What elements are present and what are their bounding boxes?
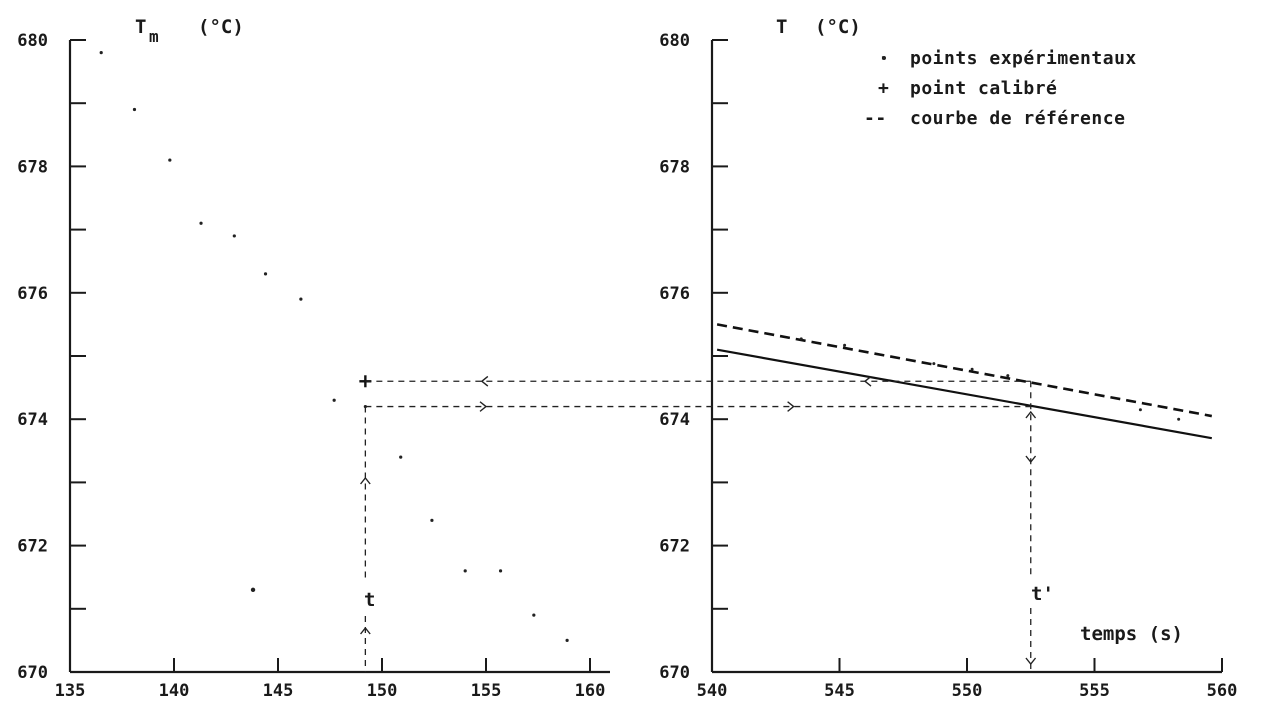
x-tick-label-0-1: 140 <box>159 681 190 699</box>
right-vertical-arrow-down-2 <box>1025 657 1037 666</box>
series-line-solid <box>716 348 1212 440</box>
series-line-dashed <box>716 323 1213 418</box>
y-tick-label-1-5: 680 <box>659 31 690 51</box>
y-tick-label-1-1: 672 <box>659 537 690 557</box>
legend-label-points: points expérimentaux <box>910 48 1137 69</box>
y-tick-label-0-2: 674 <box>17 410 48 430</box>
data-point-left-0-13 <box>532 613 536 617</box>
left-vertical-arrow-2 <box>360 626 371 635</box>
legend-dot-marker <box>882 56 886 60</box>
data-point-right-3 <box>970 367 974 371</box>
y-tick-label-1-3: 676 <box>659 284 690 304</box>
left-marker-label: t <box>364 589 375 611</box>
data-point-right-6 <box>1177 417 1181 421</box>
x-tick-label-1-0: 540 <box>697 681 728 699</box>
data-point-left-0-5 <box>263 272 268 276</box>
data-point-left-0-12 <box>498 569 503 573</box>
data-point-left-0-10 <box>430 518 434 522</box>
y-tick-label-1-2: 674 <box>659 410 690 430</box>
data-point-right-2 <box>932 362 936 366</box>
x-tick-label-0-5: 160 <box>575 681 606 699</box>
left-panel: T m (°C) t <box>68 16 610 674</box>
x-tick-label-1-2: 550 <box>952 681 983 699</box>
data-point-left-0-0 <box>99 51 103 55</box>
right-ylabel: T <box>776 16 787 38</box>
left-ylabel-unit: (°C) <box>198 16 244 38</box>
arrow-head-upper-2 <box>863 375 872 387</box>
left-ylabel-sub: m <box>149 27 159 46</box>
x-tick-label-1-3: 555 <box>1079 681 1110 699</box>
data-point-left-0-1 <box>132 107 137 112</box>
data-point-left-0-7 <box>332 398 336 402</box>
data-point-left-0-6 <box>299 297 303 301</box>
data-point-right-5 <box>1138 408 1142 412</box>
data-point-left-0-14 <box>565 638 569 643</box>
chart-marks: 670 672 674 676 678 680 135 140 145 150 155 160 670 6… <box>17 31 1238 701</box>
x-tick-label-0-2: 145 <box>263 681 294 699</box>
data-point-right-1 <box>843 343 847 347</box>
x-tick-label-1-4: 560 <box>1207 681 1238 699</box>
arrow-head-lower-2 <box>787 401 795 412</box>
x-tick-label-0-0: 135 <box>55 681 86 699</box>
x-tick-label-1-1: 545 <box>824 681 855 699</box>
y-tick-label-0-5: 680 <box>17 31 48 51</box>
data-point-left-0-2 <box>168 158 172 162</box>
y-tick-label-0-4: 678 <box>17 157 48 177</box>
right-ylabel-unit: (°C) <box>815 16 861 38</box>
data-point-left-0-3 <box>199 221 203 225</box>
arrow-head-lower-1 <box>479 401 488 412</box>
y-tick-label-0-1: 672 <box>17 537 48 557</box>
y-tick-label-0-3: 676 <box>17 284 48 304</box>
right-vertical-arrow-up <box>1025 410 1037 419</box>
arrow-head-upper-1 <box>480 375 489 387</box>
left-ylabel: T <box>135 16 146 38</box>
legend-label-calibrated: point calibré <box>910 78 1057 99</box>
right-marker-label: t' <box>1031 583 1054 605</box>
legend-symbol-reference: -- <box>864 108 887 129</box>
legend: · points expérimentaux + point calibré -… <box>864 48 1137 129</box>
legend-symbol-calibrated: + <box>878 78 889 99</box>
x-tick-label-0-3: 150 <box>367 681 398 699</box>
x-tick-label-0-4: 155 <box>471 681 502 699</box>
data-point-left-0-4 <box>232 234 236 238</box>
data-point-left-1-0 <box>250 587 256 593</box>
left-vertical-arrow-1 <box>360 476 371 485</box>
data-point-right-4 <box>1006 374 1010 378</box>
y-tick-label-1-4: 678 <box>659 157 690 177</box>
data-point-left-0-11 <box>463 569 467 573</box>
data-point-right-0 <box>799 337 803 341</box>
y-tick-label-0-0: 670 <box>17 663 48 683</box>
legend-label-reference: courbe de référence <box>910 108 1125 129</box>
right-xlabel: temps (s) <box>1080 623 1183 645</box>
y-tick-label-1-0: 670 <box>659 663 690 683</box>
data-point-left-0-9 <box>399 455 403 459</box>
right-vertical-arrow-down-1 <box>1025 455 1037 464</box>
